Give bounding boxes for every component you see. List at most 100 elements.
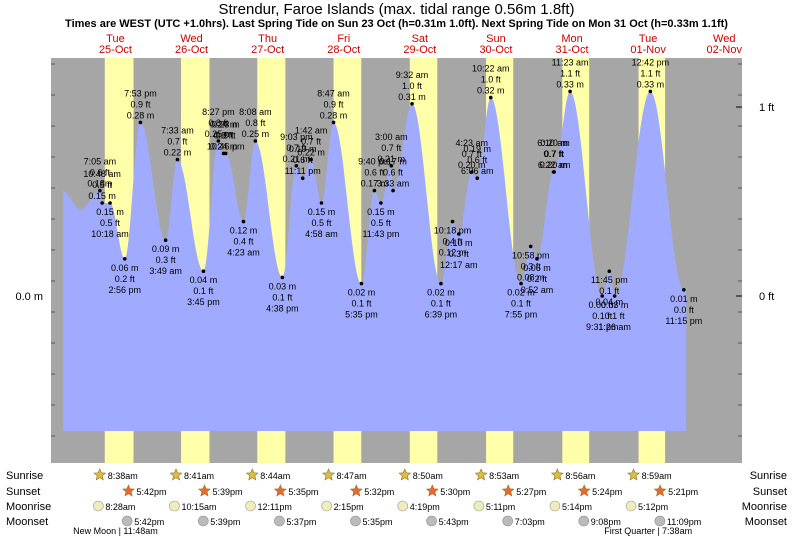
moonset-icon (502, 515, 514, 527)
tide-point (359, 281, 364, 286)
tide-low-label: 0.2 ft (527, 274, 548, 284)
sunset-icon (198, 484, 211, 497)
sunset-icon (577, 484, 591, 497)
chart-title: Strendur, Faroe Islands (max. tidal rang… (218, 1, 575, 18)
tide-low-label: 0.06 m (111, 263, 139, 273)
moonrise-icon (625, 500, 637, 512)
tide-point (253, 139, 258, 143)
tide-point (379, 201, 383, 205)
tide-low-label: 11:43 pm (362, 229, 399, 239)
astro-row-label-left: Sunset (6, 486, 40, 498)
tide-high-label: 0.19 m (463, 144, 491, 154)
day-name-label: Tue (639, 33, 658, 45)
tide-low-label: 4:58 am (305, 229, 338, 239)
sunset-time: 5:39pm (212, 487, 242, 497)
tide-low-label: 3:45 pm (187, 297, 220, 307)
moonset-icon (121, 515, 133, 527)
tide-high-label: 0.6 ft (383, 168, 404, 178)
tide-point (475, 176, 480, 180)
sunrise-icon (322, 468, 336, 481)
moonset-time: 11:09pm (667, 517, 701, 527)
tide-high-label: 0.7 ft (167, 137, 188, 147)
day-name-label: Wed (713, 33, 735, 45)
tide-low-label: 0.09 m (152, 244, 180, 254)
sunset-time: 5:32pm (364, 487, 394, 497)
tide-high-label: 11:23 am (552, 57, 589, 67)
moonrise-time: 10:15am (181, 502, 216, 512)
tide-low-label: 0.06 m (523, 263, 551, 273)
moonrise-icon (245, 500, 256, 512)
tide-area (63, 91, 687, 432)
moonrise-icon (549, 500, 561, 512)
tide-high-label: 0.7 ft (544, 149, 565, 159)
tide-high-label: 9:03 pm (280, 132, 313, 142)
astro-row-label-right: Moonrise (742, 501, 787, 513)
tide-high-label: 0.23 m (212, 119, 240, 129)
tide-high-label: 0.8 ft (245, 118, 266, 128)
tide-high-label: 7:33 am (161, 126, 194, 136)
sunset-icon (425, 484, 439, 497)
tide-high-label: 0.20 m (458, 160, 486, 170)
moonset-time: 7:03pm (515, 517, 545, 527)
tide-high-label: 0.17 m (361, 179, 389, 189)
tide-high-label: 0.6 ft (364, 168, 385, 178)
tide-high-label: 0.25 m (205, 129, 233, 139)
sunrise-icon (169, 468, 183, 481)
sunrise-icon (245, 468, 259, 481)
tide-high-label: 1.0 ft (402, 81, 423, 91)
tide-point (648, 89, 653, 94)
sunset-time: 5:21pm (668, 487, 698, 497)
tide-low-label: 10:18 am (91, 229, 129, 239)
y-tick-label: 1 ft (759, 102, 774, 114)
moonrise-icon (93, 500, 104, 512)
tide-low-label: 4:38 pm (266, 303, 299, 313)
sunrise-time: 8:53am (489, 471, 519, 481)
sunset-icon (653, 484, 667, 497)
tide-point (319, 201, 324, 205)
tide-low-label: 0.5 ft (100, 218, 121, 228)
sunrise-time: 8:44am (260, 471, 290, 481)
tide-low-label: 0.04 m (596, 297, 624, 307)
tide-high-label: 9:32 am (396, 70, 429, 80)
tide-high-label: 0.15 m (88, 191, 116, 201)
tide-high-label: 10:48 am (83, 169, 121, 179)
tide-low-label: 0.04 m (190, 275, 218, 285)
tide-high-label: 0.33 m (637, 79, 665, 89)
tide-point (98, 188, 102, 193)
day-name-label: Tue (106, 33, 125, 45)
day-date-label: 01-Nov (630, 44, 666, 56)
tide-point (568, 89, 572, 94)
sunset-time: 5:42pm (137, 487, 167, 497)
tide-high-label: 0.8 ft (208, 118, 229, 128)
tide-low-label: 0.4 ft (233, 237, 254, 247)
tide-low-label: 3:49 am (149, 266, 182, 276)
tide-low-label: 6:39 pm (425, 310, 458, 320)
tide-point (552, 170, 556, 174)
tide-low-label: 7:55 pm (505, 310, 538, 320)
tide-point (241, 219, 246, 224)
tide-high-label: 0.6 ft (90, 168, 111, 178)
tide-low-label: 0.1 ft (431, 299, 452, 309)
tide-high-label: 0.32 m (477, 86, 505, 96)
tide-low-label: 10:58 pm (512, 250, 550, 260)
tide-high-label: 0.17 m (379, 157, 407, 167)
tide-high-label: 0.25 m (242, 129, 270, 139)
day-name-label: Thu (258, 33, 277, 45)
tide-point (519, 281, 523, 286)
tide-low-label: 0.02 m (427, 288, 455, 298)
moonset-icon (426, 515, 437, 527)
tide-low-label: 1:26 am (598, 322, 631, 332)
tide-point (410, 102, 414, 106)
moonrise-time: 8:28am (105, 502, 135, 512)
moonset-icon (198, 515, 209, 527)
tide-high-label: 3:33 am (377, 179, 410, 189)
moonset-icon (274, 515, 285, 527)
tide-point (294, 164, 299, 168)
tide-point (391, 188, 395, 193)
tide-high-label: 1:42 am (295, 126, 328, 136)
tide-low-label: 11:45 pm (591, 275, 628, 285)
tide-point (309, 157, 313, 162)
tide-high-label: 7:53 pm (124, 88, 157, 98)
tide-low-label: 0.10 m (445, 238, 473, 248)
tide-point (201, 269, 206, 274)
